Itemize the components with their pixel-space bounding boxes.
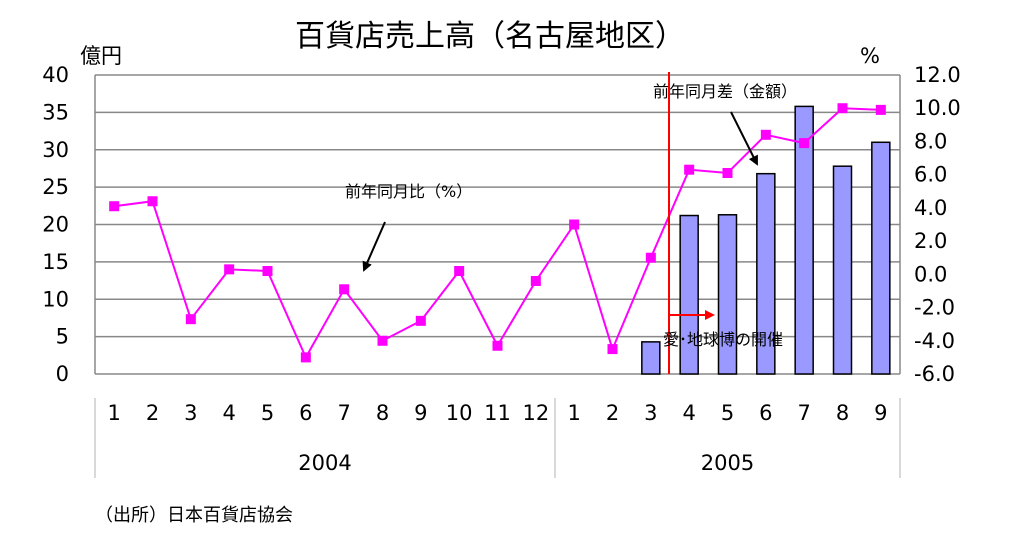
category-label: 7 <box>797 401 810 425</box>
right-tick-label: 8.0 <box>914 129 947 153</box>
line-point <box>415 315 426 326</box>
bar <box>641 341 661 375</box>
line-point <box>722 168 733 179</box>
category-label: 9 <box>414 401 427 425</box>
chart-title: 百貨店売上高（名古屋地区） <box>295 19 685 54</box>
left-tick-label: 40 <box>42 63 69 87</box>
category-label: 1 <box>107 401 120 425</box>
category-label: 12 <box>522 401 549 425</box>
right-tick-label: -6.0 <box>914 362 955 386</box>
line-point <box>339 284 350 295</box>
line-point <box>492 340 503 351</box>
line-point <box>684 164 695 175</box>
right-tick-label: 4.0 <box>914 196 947 220</box>
category-label: 9 <box>874 401 887 425</box>
right-tick-label: 10.0 <box>914 96 961 120</box>
line-point <box>300 352 311 363</box>
year-label: 2005 <box>701 451 754 475</box>
category-label: 6 <box>759 401 772 425</box>
category-label: 4 <box>682 401 695 425</box>
right-tick-label: 0.0 <box>914 262 947 286</box>
left-tick-label: 30 <box>42 138 69 162</box>
bar <box>832 165 853 375</box>
annotation-bar-label: 前年同月差（金額） <box>653 82 797 101</box>
left-axis-unit: 億円 <box>80 44 122 68</box>
line-point <box>454 266 465 277</box>
line-point <box>109 201 120 212</box>
left-tick-label: 10 <box>42 287 69 311</box>
left-tick-label: 35 <box>42 100 69 124</box>
category-label: 11 <box>484 401 511 425</box>
bar-series <box>641 105 891 375</box>
right-axis-unit: % <box>860 44 880 68</box>
bar <box>871 141 891 375</box>
line-point <box>607 344 618 355</box>
annotation-line-arrow <box>362 221 386 272</box>
right-tick-label: 2.0 <box>914 229 947 253</box>
bar <box>794 105 814 375</box>
category-label: 5 <box>721 401 734 425</box>
left-tick-label: 15 <box>42 250 69 274</box>
line-point <box>875 104 886 115</box>
bar <box>717 214 738 375</box>
axes: 0 5 10 15 20 25 30 35 40 -6.0 -4.0 -2.0 0.0 2.0 4.0 6.0… <box>42 63 961 386</box>
left-tick-label: 5 <box>56 325 69 349</box>
line-point <box>147 196 158 207</box>
annotation-line-label: 前年同月比（%） <box>345 182 472 201</box>
right-tick-label: -2.0 <box>914 296 955 320</box>
right-tick-label: -4.0 <box>914 329 955 353</box>
grid <box>95 74 900 338</box>
category-label: 2 <box>146 401 159 425</box>
category-label: 2 <box>606 401 619 425</box>
year-label: 2004 <box>298 451 351 475</box>
category-label: 5 <box>261 401 274 425</box>
category-label: 10 <box>446 401 473 425</box>
category-label: 6 <box>299 401 312 425</box>
category-label: 4 <box>222 401 235 425</box>
right-tick-label: 6.0 <box>914 163 947 187</box>
left-tick-label: 25 <box>42 175 69 199</box>
line-point <box>760 129 771 140</box>
line-point <box>530 275 541 286</box>
left-tick-label: 0 <box>56 362 69 386</box>
bar <box>756 172 776 375</box>
right-tick-label: 12.0 <box>914 63 961 87</box>
line-point <box>569 219 580 230</box>
line-point <box>645 252 656 263</box>
category-label: 1 <box>567 401 580 425</box>
line-point <box>224 264 235 275</box>
line-point <box>262 266 273 277</box>
line-series <box>109 103 886 363</box>
source-note: （出所）日本百貨店協会 <box>95 505 293 526</box>
annotation-bar-arrow <box>730 111 758 166</box>
annotation-event-label: 愛･地球博の開催 <box>663 330 783 349</box>
category-label: 8 <box>836 401 849 425</box>
category-label: 8 <box>376 401 389 425</box>
line-point <box>377 335 388 346</box>
category-label: 3 <box>184 401 197 425</box>
category-label: 3 <box>644 401 657 425</box>
bar <box>679 214 699 375</box>
line-point <box>837 103 848 114</box>
category-label: 7 <box>337 401 350 425</box>
left-tick-label: 20 <box>42 213 69 237</box>
line-point <box>185 314 196 325</box>
line-point <box>799 138 810 149</box>
